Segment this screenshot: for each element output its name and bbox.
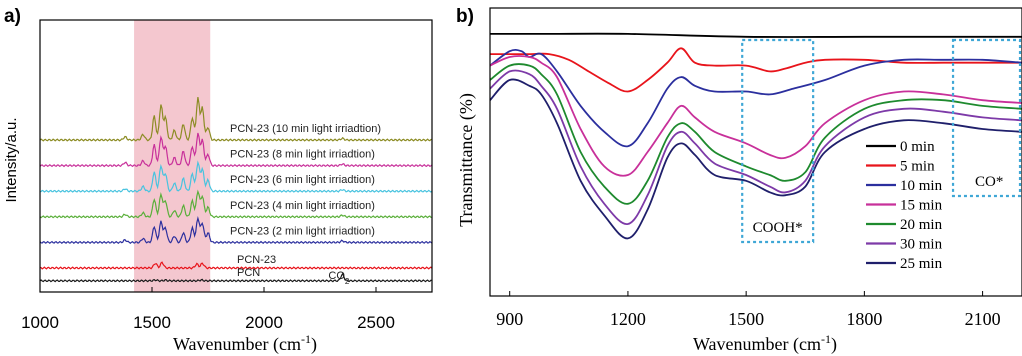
x-tick-label: 2500 bbox=[357, 313, 395, 332]
box-label: COOH* bbox=[753, 220, 803, 236]
series-label: PCN-23 (8 min light irriadtion) bbox=[230, 149, 375, 161]
legend-label: 25 min bbox=[900, 256, 943, 272]
panel-b: b) COOH* CO* 0 min 5 min 10 min 15 min 20 min… bbox=[456, 6, 1022, 355]
series-label: PCN-23 (10 min light irriadtion) bbox=[230, 123, 381, 135]
panel-b-y-axis-label: Transmittance (%) bbox=[456, 93, 477, 227]
highlight-box bbox=[951, 38, 1022, 198]
x-tick-label: 1200 bbox=[610, 309, 646, 329]
series-label: PCN-23 (2 min light irriadtion) bbox=[230, 225, 375, 237]
x-tick-label: 2000 bbox=[245, 313, 283, 332]
panel-a-x-axis-label: Wavenumber (cm-1) bbox=[173, 332, 317, 355]
panel-b-legend: 0 min 5 min 10 min 15 min 20 min 30 min 25 min bbox=[866, 139, 943, 272]
x-tick-label: 1500 bbox=[133, 313, 171, 332]
series-line bbox=[39, 97, 433, 142]
panel-a-x-ticks: 1000 1500 2000 2500 bbox=[21, 287, 395, 332]
panel-a-label: a) bbox=[4, 6, 21, 27]
panel-b-frame bbox=[489, 7, 1022, 297]
series-line bbox=[489, 69, 1022, 225]
panel-b-x-axis-label: Wavenumber (cm-1) bbox=[693, 332, 837, 355]
legend-label: 15 min bbox=[900, 198, 943, 214]
series-line bbox=[39, 189, 432, 219]
legend-label: 20 min bbox=[900, 217, 943, 233]
panel-b-series-group bbox=[489, 32, 1022, 240]
series-label: PCN-23 (6 min light irriadtion) bbox=[230, 174, 375, 186]
x-tick-label: 1500 bbox=[728, 309, 764, 329]
panel-b-boxes: COOH* CO* bbox=[741, 38, 1022, 244]
highlight-box bbox=[741, 38, 815, 244]
series-label: PCN bbox=[237, 267, 260, 279]
highlight-band bbox=[134, 20, 211, 292]
series-line bbox=[489, 63, 1022, 205]
panel-a-frame bbox=[39, 19, 433, 293]
series-line bbox=[39, 132, 433, 168]
series-line bbox=[490, 47, 1022, 93]
panel-b-x-ticks: 900 1200 1500 1800 2100 bbox=[496, 291, 1001, 329]
box-label: CO* bbox=[975, 174, 1003, 190]
series-line bbox=[489, 78, 1022, 240]
legend-label: 5 min bbox=[900, 159, 935, 175]
legend-label: 30 min bbox=[900, 237, 943, 253]
panel-a-y-axis-label: Intensity/a.u. bbox=[3, 117, 20, 202]
series-line bbox=[489, 55, 1022, 177]
series-line bbox=[39, 215, 433, 244]
series-line bbox=[39, 261, 433, 270]
panel-a-series-group bbox=[39, 97, 433, 283]
series-line bbox=[39, 272, 433, 283]
series-line bbox=[39, 160, 433, 193]
x-tick-label: 900 bbox=[496, 309, 523, 329]
panel-b-label: b) bbox=[456, 6, 474, 27]
legend-label: 0 min bbox=[900, 139, 935, 155]
series-label: PCN-23 (4 min light irriadtion) bbox=[230, 200, 375, 212]
series-line bbox=[489, 48, 1022, 148]
x-tick-label: 1000 bbox=[21, 313, 59, 332]
co2-annotation: CO2 bbox=[328, 270, 350, 286]
x-tick-label: 1800 bbox=[846, 309, 882, 329]
x-tick-label: 2100 bbox=[965, 309, 1001, 329]
legend-label: 10 min bbox=[900, 178, 943, 194]
series-line bbox=[490, 32, 1022, 38]
series-label: PCN-23 bbox=[237, 254, 276, 266]
